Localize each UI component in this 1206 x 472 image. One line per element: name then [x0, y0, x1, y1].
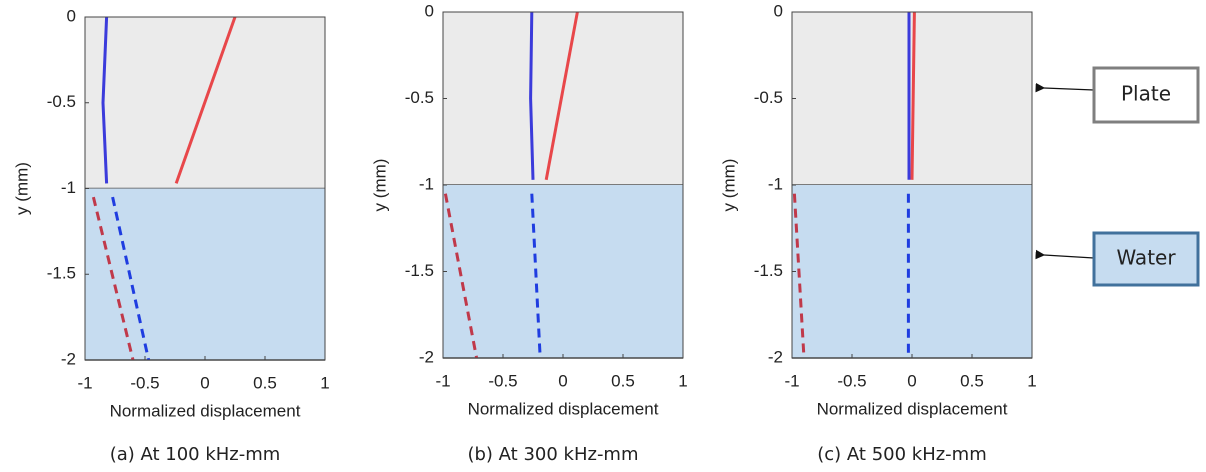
y-axis-label: y (mm) [12, 162, 31, 215]
caption: (a) At 100 kHz-mm [110, 444, 281, 465]
x-axis-label: Normalized displacement [817, 399, 1008, 418]
water-curve [530, 193, 542, 359]
y-tick-label: -1.5 [47, 264, 76, 283]
x-tick-label: -0.5 [130, 373, 159, 392]
water-curve [443, 193, 479, 359]
x-tick-label: -1 [77, 373, 92, 392]
plate-curve [544, 11, 579, 181]
x-tick-label: -1 [784, 371, 799, 390]
y-tick-label: -1.5 [754, 261, 783, 280]
y-tick-label: 0 [67, 6, 76, 25]
panel: -1 -0.5 0 0.5 1 0 -0.5 -1 -1.5 -2 Normalized displ… [719, 1, 1036, 465]
y-tick-label: -0.5 [47, 92, 76, 111]
y-axis-label: y (mm) [370, 159, 389, 212]
plate-label: Plate [1121, 82, 1171, 106]
panel: -1 -0.5 0 0.5 1 0 -0.5 -1 -1.5 -2 Normalized displ… [370, 1, 687, 465]
y-tick-label: -2 [61, 349, 76, 368]
y-tick-label: -0.5 [405, 88, 434, 107]
region [443, 12, 683, 185]
region [443, 185, 683, 358]
y-tick-label: -2 [768, 347, 783, 366]
y-axis-label: y (mm) [719, 159, 738, 212]
y-tick-label: 0 [425, 1, 434, 20]
plate-curve [529, 11, 535, 180]
x-tick-label: 0 [558, 371, 567, 390]
x-tick-label: -0.5 [837, 371, 866, 390]
water-label: Water [1116, 246, 1176, 270]
x-tick-label: 1 [678, 371, 687, 390]
water-curve [91, 196, 135, 361]
x-tick-label: 1 [1027, 371, 1036, 390]
x-tick-label: 0.5 [253, 373, 277, 392]
y-tick-label: -1 [419, 174, 434, 193]
plate-annotation: Plate [1035, 66, 1200, 124]
x-tick-label: 0 [907, 371, 916, 390]
plate-curve [174, 16, 237, 184]
y-tick-label: -2 [419, 347, 434, 366]
region [85, 188, 325, 360]
water-curve [111, 196, 151, 361]
plate-curve [910, 11, 916, 180]
x-tick-label: 0.5 [611, 371, 635, 390]
water-annotation: Water [1035, 231, 1200, 287]
x-tick-label: -0.5 [488, 371, 517, 390]
plate-curve [101, 16, 109, 184]
caption: (b) At 300 kHz-mm [467, 444, 638, 465]
caption: (c) At 500 kHz-mm [817, 444, 987, 465]
x-tick-label: 0 [200, 373, 209, 392]
y-tick-label: -1.5 [405, 261, 434, 280]
panel: -1 -0.5 0 0.5 1 0 -0.5 -1 -1.5 -2 Normalized displ… [12, 6, 329, 465]
x-tick-label: 0.5 [960, 371, 984, 390]
x-tick-label: 1 [320, 373, 329, 392]
water-curve [792, 193, 806, 359]
x-axis-label: Normalized displacement [468, 399, 659, 418]
y-tick-label: -1 [768, 174, 783, 193]
y-tick-label: -0.5 [754, 88, 783, 107]
x-tick-label: -1 [435, 371, 450, 390]
x-axis-label: Normalized displacement [110, 401, 301, 420]
y-tick-label: -1 [61, 178, 76, 197]
region [792, 185, 1032, 358]
y-tick-label: 0 [774, 1, 783, 20]
